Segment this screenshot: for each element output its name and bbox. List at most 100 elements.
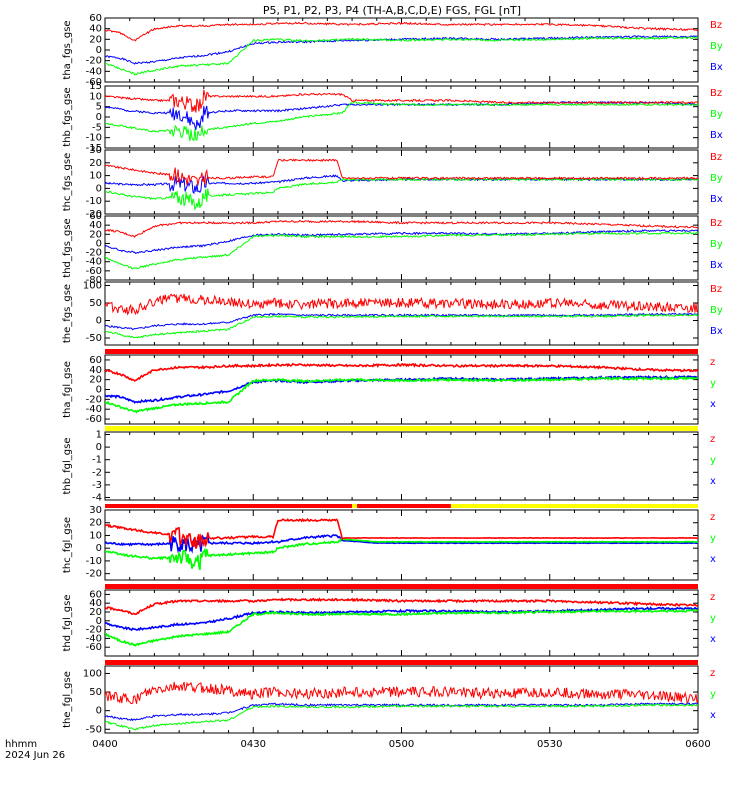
y-tick-label: -15 [86,143,102,154]
y-axis-label: thc_fgl_gse [62,517,73,573]
legend-entry: y [710,378,716,389]
legend-entry: x [710,710,716,721]
legend-entry: y [710,533,716,544]
data-quality-bar-yellow [450,504,698,508]
series-line-z [105,517,698,549]
y-tick-label: 60 [89,13,102,24]
series-line-By [105,231,698,270]
y-tick-label: 0 [96,616,102,627]
data-quality-bar-red [357,504,451,508]
y-axis-label: tha_fgl_gse [62,361,73,418]
legend-entry: x [710,634,716,645]
x-tick-label: 0530 [537,739,562,750]
y-tick-label: 20 [89,607,102,618]
footer-time-label: hhmm [5,739,37,750]
y-axis-label: thc_fgs_gse [62,153,73,212]
y-tick-label: 10 [89,171,102,182]
y-tick-label: 0 [96,112,102,123]
series-line-Bx [105,229,698,255]
y-tick-label: -10 [86,556,102,567]
y-tick-label: -3 [92,480,102,491]
legend-entry: By [710,305,723,316]
y-tick-label: -20 [86,56,102,67]
data-quality-bar [105,349,698,354]
legend-entry: Bz [710,152,722,163]
legend-entry: x [710,476,716,487]
x-tick-label: 0430 [241,739,266,750]
legend-entry: y [710,689,716,700]
legend-entry: x [710,554,716,565]
y-tick-label: -50 [86,724,102,735]
legend-entry: By [710,173,723,184]
x-tick-label: 0500 [389,739,414,750]
data-quality-bar-yellow [352,504,358,508]
y-tick-label: -50 [86,333,102,344]
y-tick-label: -20 [86,569,102,580]
footer-date-label: 2024 Jun 26 [5,750,65,761]
series-line-By [105,36,698,76]
y-tick-label: 60 [89,211,102,222]
y-tick-label: 20 [89,375,102,386]
series-line-y [105,537,698,571]
y-tick-label: 0 [96,183,102,194]
y-tick-label: 30 [89,505,102,516]
y-tick-label: 30 [89,145,102,156]
legend-entry: Bx [710,130,723,141]
legend-entry: z [710,512,715,523]
y-tick-label: -1 [92,455,102,466]
y-tick-label: -20 [86,625,102,636]
y-tick-label: -40 [86,66,102,77]
y-tick-label: 5 [96,102,102,113]
x-tick-label: 0400 [92,739,117,750]
data-quality-bar-red [105,504,353,508]
y-tick-label: -20 [86,248,102,259]
y-tick-label: 0 [96,442,102,453]
y-tick-label: 100 [83,281,102,292]
series-line-Bz [105,21,698,42]
series-line-y [105,376,698,414]
series-line-Bz [105,89,698,113]
y-tick-label: -20 [86,209,102,220]
y-tick-label: 20 [89,34,102,45]
y-tick-label: -10 [86,133,102,144]
legend-entry: z [710,434,715,445]
panel-the_fgs_gse: -50 0 50 100 the_fgs_gse Bz By Bx [62,281,723,346]
panel-thb_fgl_gse: -4-3 -2-1 01 thb_fgl_gse zyx [62,426,716,503]
y-tick-label: -40 [86,257,102,268]
data-quality-bar [105,584,698,589]
series-line-y [105,608,698,647]
y-tick-label: -60 [86,642,102,653]
y-tick-label: 40 [89,365,102,376]
y-tick-label: 0 [96,238,102,249]
y-tick-label: -10 [86,196,102,207]
x-tick-label: 0600 [685,739,710,750]
legend-entry: Bx [710,326,723,337]
y-tick-label: -2 [92,467,102,478]
series-line-z [105,681,698,705]
legend-entry: x [710,399,716,410]
y-tick-label: -5 [92,122,102,133]
legend-entry: z [710,357,715,368]
legend-entry: By [710,239,723,250]
legend-entry: Bz [710,88,722,99]
panel-frame [104,665,699,734]
legend-entry: Bx [710,62,723,73]
y-tick-label: 20 [89,158,102,169]
legend-entry: Bz [710,284,722,295]
series-line-Bz [105,158,698,186]
y-tick-label: 40 [89,220,102,231]
data-quality-bar [105,660,698,665]
series-line-z [105,597,698,616]
y-tick-label: 0 [96,543,102,554]
series-line-Bx [105,100,698,131]
y-axis-label: tha_fgs_gse [62,20,73,79]
series-line-Bz [105,219,698,239]
y-tick-label: 1 [96,430,102,441]
